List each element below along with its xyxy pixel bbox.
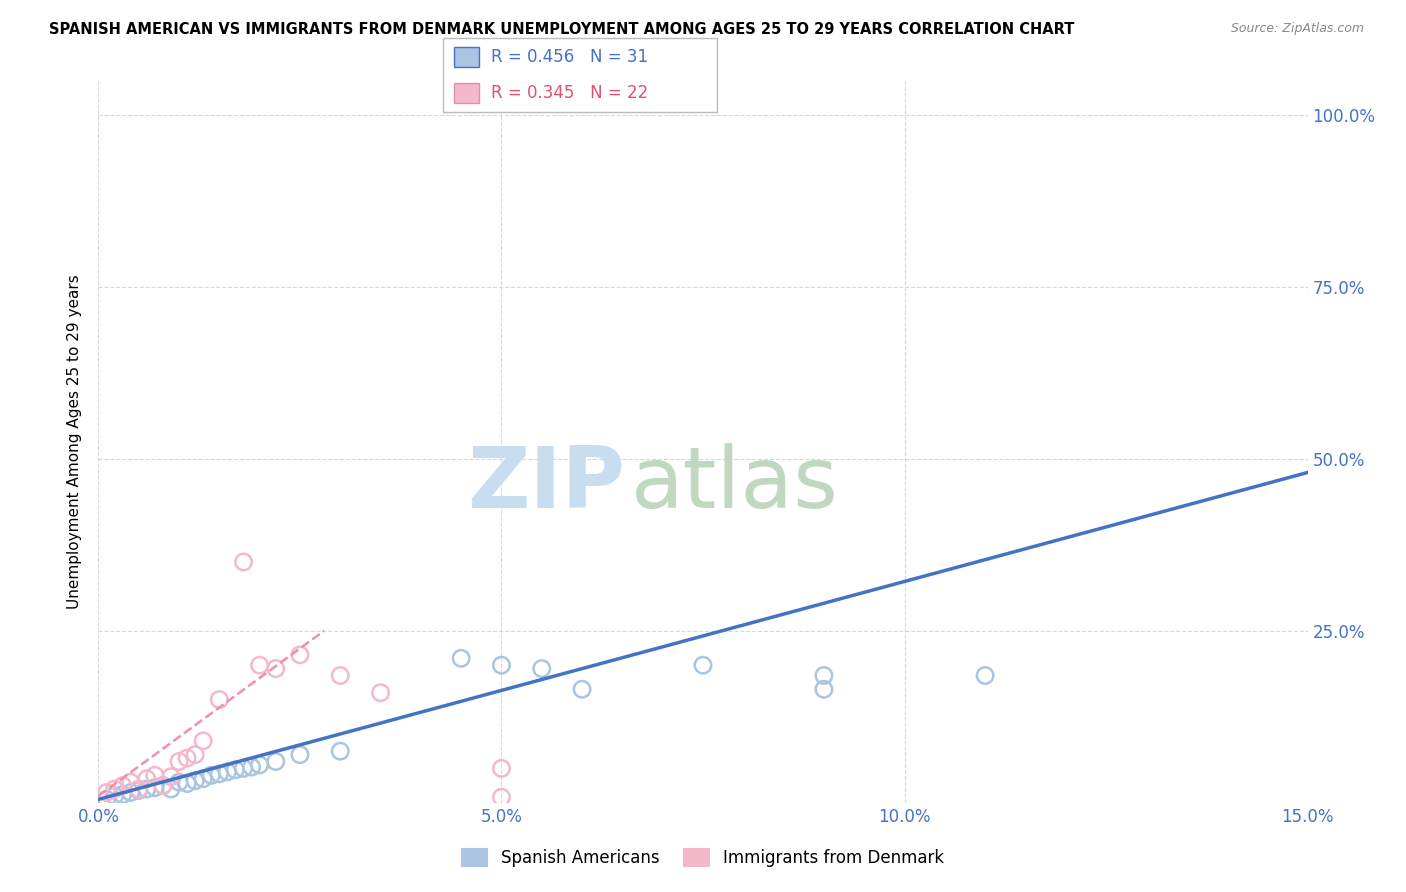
Point — [370, 686, 392, 700]
Point — [96, 785, 118, 799]
Point — [240, 760, 263, 774]
Point — [232, 761, 254, 775]
Point — [143, 768, 166, 782]
Text: SPANISH AMERICAN VS IMMIGRANTS FROM DENMARK UNEMPLOYMENT AMONG AGES 25 TO 29 YEA: SPANISH AMERICAN VS IMMIGRANTS FROM DENM… — [49, 22, 1074, 37]
Point — [249, 658, 271, 673]
Point — [450, 651, 472, 665]
Point — [120, 775, 142, 789]
Point — [111, 788, 134, 802]
Point — [135, 772, 157, 786]
Point — [160, 782, 183, 797]
Text: R = 0.456   N = 31: R = 0.456 N = 31 — [491, 48, 648, 66]
Point — [974, 668, 997, 682]
Point — [813, 682, 835, 697]
Point — [217, 764, 239, 779]
Point — [813, 668, 835, 682]
Point — [167, 775, 190, 789]
Point — [96, 792, 118, 806]
Point — [103, 782, 125, 797]
Point — [152, 779, 174, 793]
Point — [167, 755, 190, 769]
Point — [329, 668, 352, 682]
Point — [491, 790, 513, 805]
Point — [152, 779, 174, 793]
Point — [264, 755, 287, 769]
Point — [176, 751, 198, 765]
Point — [200, 768, 222, 782]
Text: atlas: atlas — [630, 443, 838, 526]
Point — [249, 758, 271, 772]
Point — [120, 785, 142, 799]
Point — [288, 648, 311, 662]
Point — [176, 776, 198, 790]
Point — [208, 767, 231, 781]
Text: Source: ZipAtlas.com: Source: ZipAtlas.com — [1230, 22, 1364, 36]
Point — [143, 780, 166, 795]
Text: ZIP: ZIP — [467, 443, 624, 526]
Point — [184, 773, 207, 788]
Point — [491, 761, 513, 775]
Point — [491, 658, 513, 673]
Point — [103, 789, 125, 803]
Point — [128, 782, 150, 797]
Point — [530, 662, 553, 676]
Point — [264, 662, 287, 676]
Y-axis label: Unemployment Among Ages 25 to 29 years: Unemployment Among Ages 25 to 29 years — [67, 274, 83, 609]
Point — [329, 744, 352, 758]
Text: R = 0.345   N = 22: R = 0.345 N = 22 — [491, 84, 648, 102]
Point — [193, 772, 215, 786]
Point — [160, 770, 183, 784]
Point — [208, 692, 231, 706]
Legend: Spanish Americans, Immigrants from Denmark: Spanish Americans, Immigrants from Denma… — [456, 842, 950, 874]
Point — [128, 783, 150, 797]
Point — [288, 747, 311, 762]
Point — [232, 555, 254, 569]
Point — [193, 734, 215, 748]
Point — [692, 658, 714, 673]
Point — [571, 682, 593, 697]
Point — [111, 779, 134, 793]
Point — [224, 763, 246, 777]
Point — [135, 782, 157, 797]
Point — [184, 747, 207, 762]
